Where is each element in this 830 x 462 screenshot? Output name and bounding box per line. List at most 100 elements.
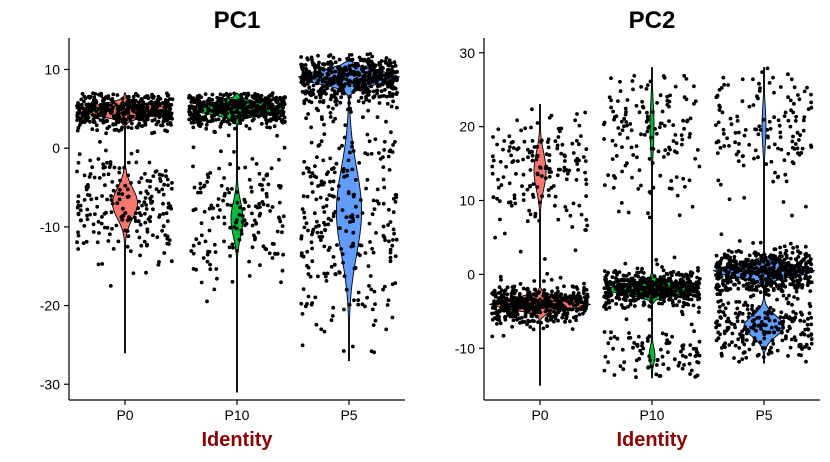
data-point xyxy=(668,93,672,98)
data-point xyxy=(791,278,795,283)
data-point xyxy=(280,109,285,114)
data-point xyxy=(495,142,499,147)
data-point xyxy=(341,349,346,353)
data-point xyxy=(794,285,799,289)
data-point xyxy=(491,158,496,163)
data-point xyxy=(797,97,802,102)
data-point xyxy=(550,289,554,294)
data-point xyxy=(496,185,501,190)
data-point xyxy=(764,292,769,297)
data-point xyxy=(757,124,762,129)
data-point xyxy=(363,251,368,255)
data-point xyxy=(225,187,230,191)
data-point xyxy=(302,74,307,79)
data-point xyxy=(555,303,560,307)
data-point xyxy=(670,334,674,339)
data-point xyxy=(629,276,633,281)
data-point xyxy=(545,271,550,276)
data-point xyxy=(145,242,150,247)
data-point xyxy=(773,318,777,323)
data-point xyxy=(680,142,684,147)
data-point xyxy=(748,262,753,267)
data-point xyxy=(245,105,250,109)
data-point xyxy=(134,160,139,165)
data-point xyxy=(312,174,317,179)
data-point xyxy=(735,119,740,123)
data-point xyxy=(102,115,106,120)
data-point xyxy=(228,101,232,106)
data-point xyxy=(739,263,743,267)
data-point xyxy=(719,232,724,237)
data-point xyxy=(169,123,173,127)
points-p5 xyxy=(299,52,399,355)
data-point xyxy=(650,285,655,290)
data-point xyxy=(157,172,162,177)
data-point xyxy=(771,265,776,270)
data-point xyxy=(116,191,121,196)
data-point xyxy=(781,293,786,298)
data-point xyxy=(76,233,81,238)
data-point xyxy=(671,123,676,127)
data-point xyxy=(327,54,331,58)
data-point xyxy=(324,204,329,208)
data-point xyxy=(356,298,361,302)
data-point xyxy=(89,102,93,107)
data-point xyxy=(108,232,112,237)
data-point xyxy=(300,312,305,316)
data-point xyxy=(307,99,312,104)
data-point xyxy=(772,274,776,279)
y-tick-label: 0 xyxy=(467,266,475,282)
data-point xyxy=(390,243,395,248)
data-point xyxy=(143,211,147,216)
data-point xyxy=(117,197,122,202)
data-point xyxy=(314,322,319,327)
data-point xyxy=(153,170,158,174)
data-point xyxy=(114,127,119,132)
data-point xyxy=(137,211,142,215)
data-point xyxy=(143,171,147,176)
data-point xyxy=(343,123,348,128)
data-point xyxy=(623,106,628,111)
data-point xyxy=(257,201,261,206)
data-point xyxy=(556,217,561,222)
data-point xyxy=(736,286,741,291)
data-point xyxy=(666,350,670,355)
data-point xyxy=(532,299,536,304)
data-point xyxy=(786,118,791,123)
data-point xyxy=(207,228,212,233)
data-point xyxy=(270,256,275,260)
data-point xyxy=(372,79,377,84)
data-point xyxy=(301,171,306,176)
data-point xyxy=(336,196,341,201)
data-point xyxy=(646,211,650,216)
data-point xyxy=(307,85,312,90)
data-point xyxy=(330,87,335,92)
data-point xyxy=(646,284,651,288)
data-point xyxy=(304,97,309,102)
data-point xyxy=(653,126,657,131)
data-point xyxy=(626,304,630,309)
data-point xyxy=(364,94,368,99)
data-point xyxy=(504,164,508,169)
data-point xyxy=(315,219,319,224)
data-point xyxy=(189,120,194,125)
data-point xyxy=(120,101,125,105)
data-point xyxy=(680,312,685,317)
data-point xyxy=(143,196,148,200)
data-point xyxy=(243,92,248,96)
data-point xyxy=(278,219,283,224)
data-point xyxy=(247,126,252,131)
data-point xyxy=(688,116,693,121)
data-point xyxy=(612,335,617,339)
data-point xyxy=(315,65,319,70)
data-point xyxy=(675,193,680,198)
x-tick-label: P10 xyxy=(640,407,665,423)
data-point xyxy=(573,303,578,308)
data-point xyxy=(393,193,398,197)
data-point xyxy=(381,165,386,170)
data-point xyxy=(274,118,279,123)
data-point xyxy=(339,95,343,100)
data-point xyxy=(685,118,690,123)
data-point xyxy=(678,294,683,299)
data-point xyxy=(354,65,358,70)
